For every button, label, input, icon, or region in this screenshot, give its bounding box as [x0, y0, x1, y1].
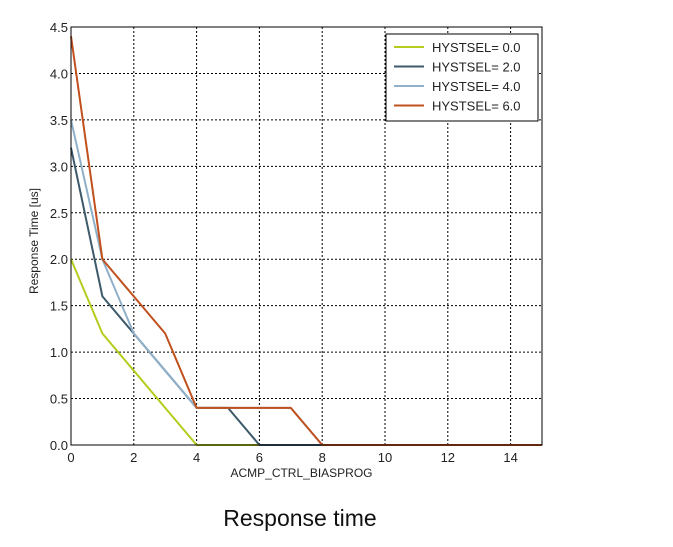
y-tick-label: 4.0 — [50, 66, 68, 81]
x-tick-label: 6 — [256, 450, 263, 465]
legend-entry: HYSTSEL= 4.0 — [432, 79, 521, 94]
x-axis: 0 2 4 6 8 10 12 14 — [67, 450, 517, 465]
x-tick-label: 4 — [193, 450, 200, 465]
y-tick-label: 2.5 — [50, 206, 68, 221]
x-tick-label: 12 — [441, 450, 455, 465]
y-tick-label: 0.0 — [50, 438, 68, 453]
figure-caption: Response time — [223, 505, 377, 531]
x-tick-label: 8 — [319, 450, 326, 465]
y-tick-label: 1.5 — [50, 299, 68, 314]
x-tick-label: 10 — [378, 450, 392, 465]
y-tick-label: 1.0 — [50, 345, 68, 360]
x-tick-label: 14 — [503, 450, 517, 465]
y-axis-label: Response Time [us] — [27, 188, 41, 294]
legend-entry: HYSTSEL= 2.0 — [432, 60, 521, 75]
x-tick-label: 0 — [67, 450, 74, 465]
legend: HYSTSEL= 0.0 HYSTSEL= 2.0 HYSTSEL= 4.0 HYST… — [385, 33, 539, 122]
legend-entry: HYSTSEL= 0.0 — [432, 40, 521, 55]
x-tick-label: 2 — [130, 450, 137, 465]
plot-frame — [70, 26, 543, 446]
y-tick-label: 2.0 — [50, 252, 68, 267]
y-tick-label: 3.0 — [50, 159, 68, 174]
y-tick-label: 3.5 — [50, 113, 68, 128]
legend-entry: HYSTSEL= 6.0 — [432, 99, 521, 114]
series-line-3 — [70, 119, 542, 446]
y-axis: 0.0 0.5 1.0 1.5 2.0 2.5 3.0 3.5 4.0 4.5 — [50, 20, 68, 453]
y-tick-label: 0.5 — [50, 392, 68, 407]
series-line-2 — [70, 147, 542, 446]
x-axis-label: ACMP_CTRL_BIASPROG — [230, 466, 372, 480]
y-tick-label: 4.5 — [50, 20, 68, 35]
response-time-chart: 0 2 4 6 8 10 12 14 0.0 0.5 1.0 1.5 2.0 2.5 3.0 3.5 4.0 4… — [27, 20, 543, 480]
